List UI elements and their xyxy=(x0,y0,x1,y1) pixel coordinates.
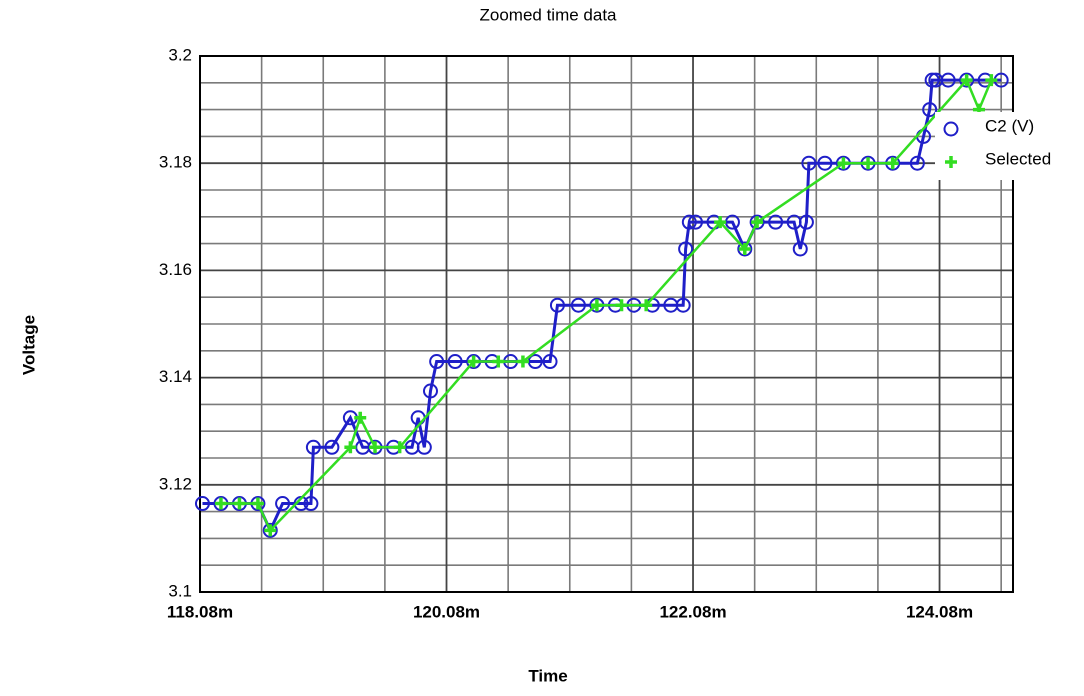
data-point xyxy=(369,441,382,454)
legend-marker xyxy=(943,121,959,137)
y-tick-label: 3.12 xyxy=(159,474,192,493)
data-point xyxy=(305,439,321,455)
data-point xyxy=(751,216,764,229)
data-point xyxy=(985,74,998,87)
data-point xyxy=(467,355,480,368)
data-point xyxy=(738,242,751,255)
x-tick-label: 118.08m xyxy=(167,602,233,621)
x-tick-label: 124.08m xyxy=(906,602,973,621)
legend-label: Selected xyxy=(985,149,1051,168)
data-point xyxy=(416,439,432,455)
data-point xyxy=(303,496,319,512)
data-point xyxy=(447,354,463,370)
y-axis-label: Voltage xyxy=(19,315,38,375)
data-point xyxy=(862,157,875,170)
legend-marker xyxy=(945,156,957,168)
y-tick-label: 3.16 xyxy=(159,260,192,279)
data-point xyxy=(886,157,899,170)
data-point xyxy=(393,441,406,454)
data-point xyxy=(354,411,367,424)
data-point xyxy=(675,297,691,313)
data-point xyxy=(549,297,565,313)
y-tick-label: 3.2 xyxy=(168,45,192,64)
data-point xyxy=(492,355,505,368)
legend-box xyxy=(935,112,1081,180)
data-point xyxy=(801,155,817,171)
data-point xyxy=(264,524,277,537)
data-point xyxy=(570,297,586,313)
data-point xyxy=(792,241,808,257)
data-point xyxy=(922,102,938,118)
chart-title: Zoomed time data xyxy=(479,5,617,24)
data-point xyxy=(959,72,975,88)
data-point xyxy=(837,157,850,170)
legend-label: C2 (V) xyxy=(985,116,1034,135)
data-point xyxy=(681,214,697,230)
data-point xyxy=(542,354,558,370)
data-point xyxy=(687,214,703,230)
y-tick-label: 3.18 xyxy=(159,153,192,172)
plot-frame xyxy=(199,55,1014,593)
data-point xyxy=(615,299,628,312)
data-point xyxy=(590,299,603,312)
data-point xyxy=(768,214,784,230)
data-point xyxy=(251,497,264,510)
series-line xyxy=(220,77,993,533)
data-point xyxy=(817,155,833,171)
data-point xyxy=(909,155,925,171)
data-point xyxy=(940,72,956,88)
data-point xyxy=(714,216,727,229)
data-point xyxy=(344,441,357,454)
data-point xyxy=(262,522,278,538)
data-point xyxy=(516,355,529,368)
x-tick-label: 120.08m xyxy=(413,602,480,621)
data-point xyxy=(194,496,210,512)
data-point xyxy=(275,496,291,512)
x-tick-label: 122.08m xyxy=(659,602,726,621)
data-point xyxy=(798,214,814,230)
x-axis-label: Time xyxy=(528,666,567,685)
data-point xyxy=(678,241,694,257)
data-point xyxy=(640,299,653,312)
y-tick-label: 3.14 xyxy=(159,367,192,386)
data-point xyxy=(429,354,445,370)
data-point xyxy=(737,241,753,257)
data-point xyxy=(960,74,973,87)
data-point xyxy=(324,439,340,455)
data-point xyxy=(422,383,438,399)
y-tick-label: 3.1 xyxy=(168,581,192,600)
data-point xyxy=(233,497,246,510)
data-point xyxy=(214,497,227,510)
data-point xyxy=(749,214,765,230)
